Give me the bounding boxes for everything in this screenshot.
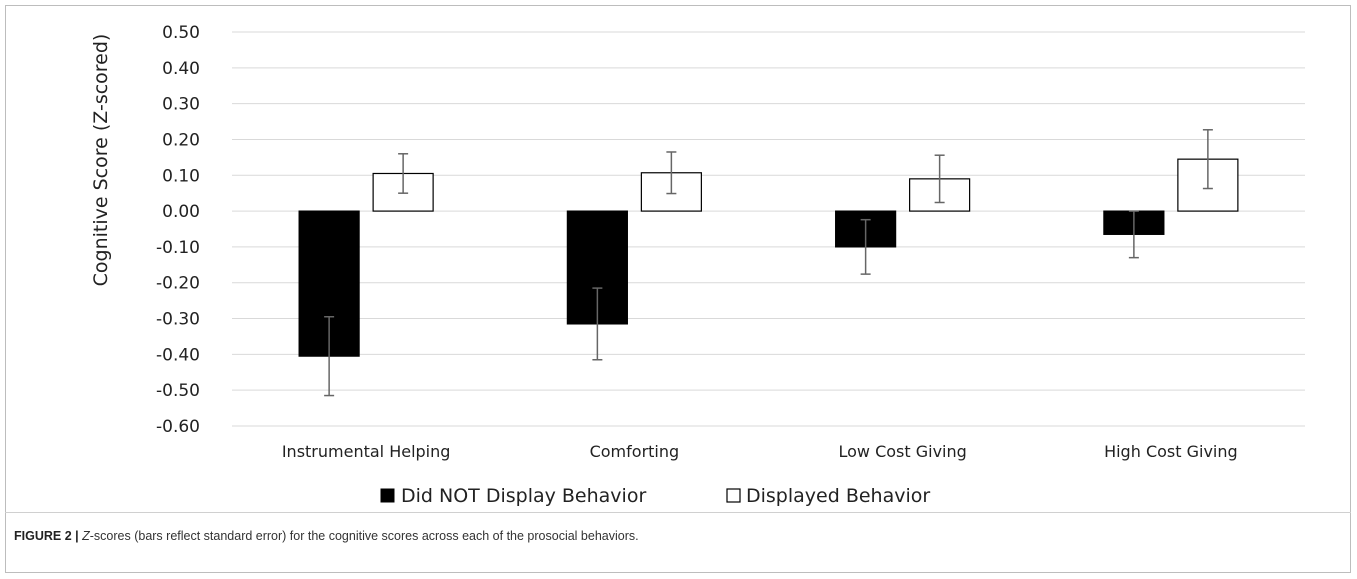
y-axis-title: Cognitive Score (Z-scored) (90, 34, 112, 287)
y-tick-label: 0.20 (162, 130, 200, 150)
y-tick-label: 0.10 (162, 166, 200, 186)
legend-label-displayed: Displayed Behavior (746, 485, 930, 507)
y-tick-label: -0.50 (156, 381, 200, 401)
category-label: Instrumental Helping (282, 442, 451, 461)
y-tick-label: -0.40 (156, 345, 200, 365)
y-tick-label: -0.60 (156, 417, 200, 437)
legend: Did NOT Display Behavior Displayed Behav… (380, 485, 930, 507)
figure-label: FIGURE 2 | (14, 529, 79, 543)
figure-caption: FIGURE 2 | Z-scores (bars reflect standa… (14, 529, 1334, 543)
caption-divider (5, 512, 1351, 513)
bars (298, 158, 1239, 357)
y-tick-label: 0.00 (162, 202, 200, 222)
caption-z: Z (82, 529, 90, 543)
x-axis-categories: Instrumental Helping Comforting Low Cost G… (282, 442, 1238, 461)
y-tick-label: 0.30 (162, 95, 200, 115)
y-tick-label: 0.40 (162, 59, 200, 79)
category-label: High Cost Giving (1104, 442, 1238, 461)
y-tick-label: -0.20 (156, 274, 200, 294)
caption-text: -scores (bars reflect standard error) fo… (89, 529, 639, 543)
y-tick-label: -0.30 (156, 310, 200, 330)
legend-swatch-did-not-display (380, 488, 395, 503)
legend-swatch-displayed (726, 488, 741, 503)
figure-frame (5, 5, 1351, 573)
category-label: Low Cost Giving (838, 442, 966, 461)
y-axis-ticks: 0.50 0.40 0.30 0.20 0.10 0.00 -0.10 -0.20 -0.30 -… (156, 23, 200, 437)
category-label: Comforting (590, 442, 680, 461)
error-bars (324, 129, 1213, 397)
y-tick-label: -0.10 (156, 238, 200, 258)
legend-label-did-not-display: Did NOT Display Behavior (401, 485, 646, 507)
y-tick-label: 0.50 (162, 23, 200, 43)
